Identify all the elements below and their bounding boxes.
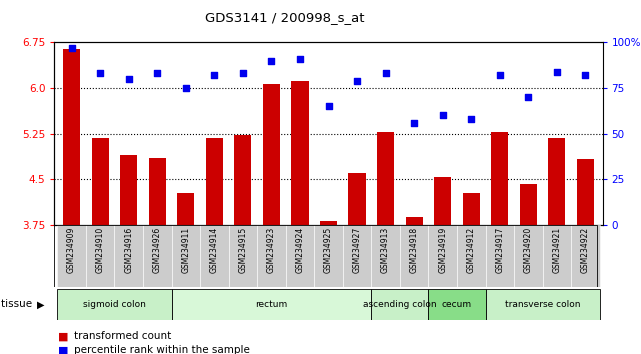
Bar [514,225,542,287]
Text: GSM234921: GSM234921 [553,227,562,273]
Point [209,73,219,78]
Bar [485,289,600,320]
Bar [257,225,286,287]
Text: sigmoid colon: sigmoid colon [83,300,146,309]
Bar [520,184,537,225]
Text: GSM234916: GSM234916 [124,227,133,273]
Point [95,71,105,76]
Bar [343,225,371,287]
Text: GSM234912: GSM234912 [467,227,476,273]
Bar [200,225,229,287]
Text: GSM234925: GSM234925 [324,227,333,273]
Bar [542,225,571,287]
Text: transformed count: transformed count [74,331,171,341]
Point [295,56,305,62]
Text: GSM234915: GSM234915 [238,227,247,273]
Bar [320,221,337,225]
Bar [463,193,480,225]
Text: GSM234919: GSM234919 [438,227,447,273]
Text: GSM234909: GSM234909 [67,227,76,273]
Text: rectum: rectum [255,300,288,309]
Point [438,113,448,118]
Text: GSM234918: GSM234918 [410,227,419,273]
Bar [457,225,485,287]
Text: GSM234914: GSM234914 [210,227,219,273]
Point [238,71,248,76]
Text: tissue: tissue [1,299,35,309]
Text: ascending colon: ascending colon [363,300,437,309]
Bar [149,158,166,225]
Bar [428,289,485,320]
Bar [548,138,565,225]
Bar [120,155,137,225]
Bar [428,225,457,287]
Point [67,45,77,51]
Bar [86,225,115,287]
Bar [206,138,223,225]
Point [152,71,162,76]
Text: GSM234911: GSM234911 [181,227,190,273]
Bar [115,225,143,287]
Bar [349,173,365,225]
Text: GSM234926: GSM234926 [153,227,162,273]
Point [466,116,476,122]
Bar [63,48,80,225]
Bar [235,136,251,225]
Bar [377,132,394,225]
Text: GSM234920: GSM234920 [524,227,533,273]
Point [523,95,533,100]
Bar [371,225,400,287]
Point [580,73,590,78]
Point [323,103,333,109]
Bar [292,81,308,225]
Bar [172,289,371,320]
Text: ■: ■ [58,331,68,341]
Text: transverse colon: transverse colon [505,300,580,309]
Bar [371,289,428,320]
Text: ▶: ▶ [37,299,45,309]
Bar [172,225,200,287]
Text: GSM234913: GSM234913 [381,227,390,273]
Bar [286,225,314,287]
Point [381,71,391,76]
Point [181,85,191,91]
Point [266,58,276,64]
Bar [177,193,194,225]
Bar [314,225,343,287]
Text: cecum: cecum [442,300,472,309]
Text: GDS3141 / 200998_s_at: GDS3141 / 200998_s_at [205,11,365,24]
Text: ■: ■ [58,346,68,354]
Bar [434,177,451,225]
Bar [406,217,422,225]
Point [409,120,419,126]
Bar [57,289,172,320]
Bar [57,225,86,287]
Text: GSM234917: GSM234917 [495,227,504,273]
Bar [400,225,428,287]
Text: GSM234924: GSM234924 [296,227,304,273]
Bar [485,225,514,287]
Text: GSM234923: GSM234923 [267,227,276,273]
Bar [143,225,172,287]
Bar [491,132,508,225]
Text: percentile rank within the sample: percentile rank within the sample [74,346,249,354]
Text: GSM234922: GSM234922 [581,227,590,273]
Point [124,76,134,82]
Bar [577,159,594,225]
Text: GSM234927: GSM234927 [353,227,362,273]
Point [552,69,562,74]
Bar [92,138,109,225]
Point [495,73,505,78]
Bar [229,225,257,287]
Point [352,78,362,84]
Bar [263,84,280,225]
Text: GSM234910: GSM234910 [96,227,104,273]
Bar [571,225,600,287]
